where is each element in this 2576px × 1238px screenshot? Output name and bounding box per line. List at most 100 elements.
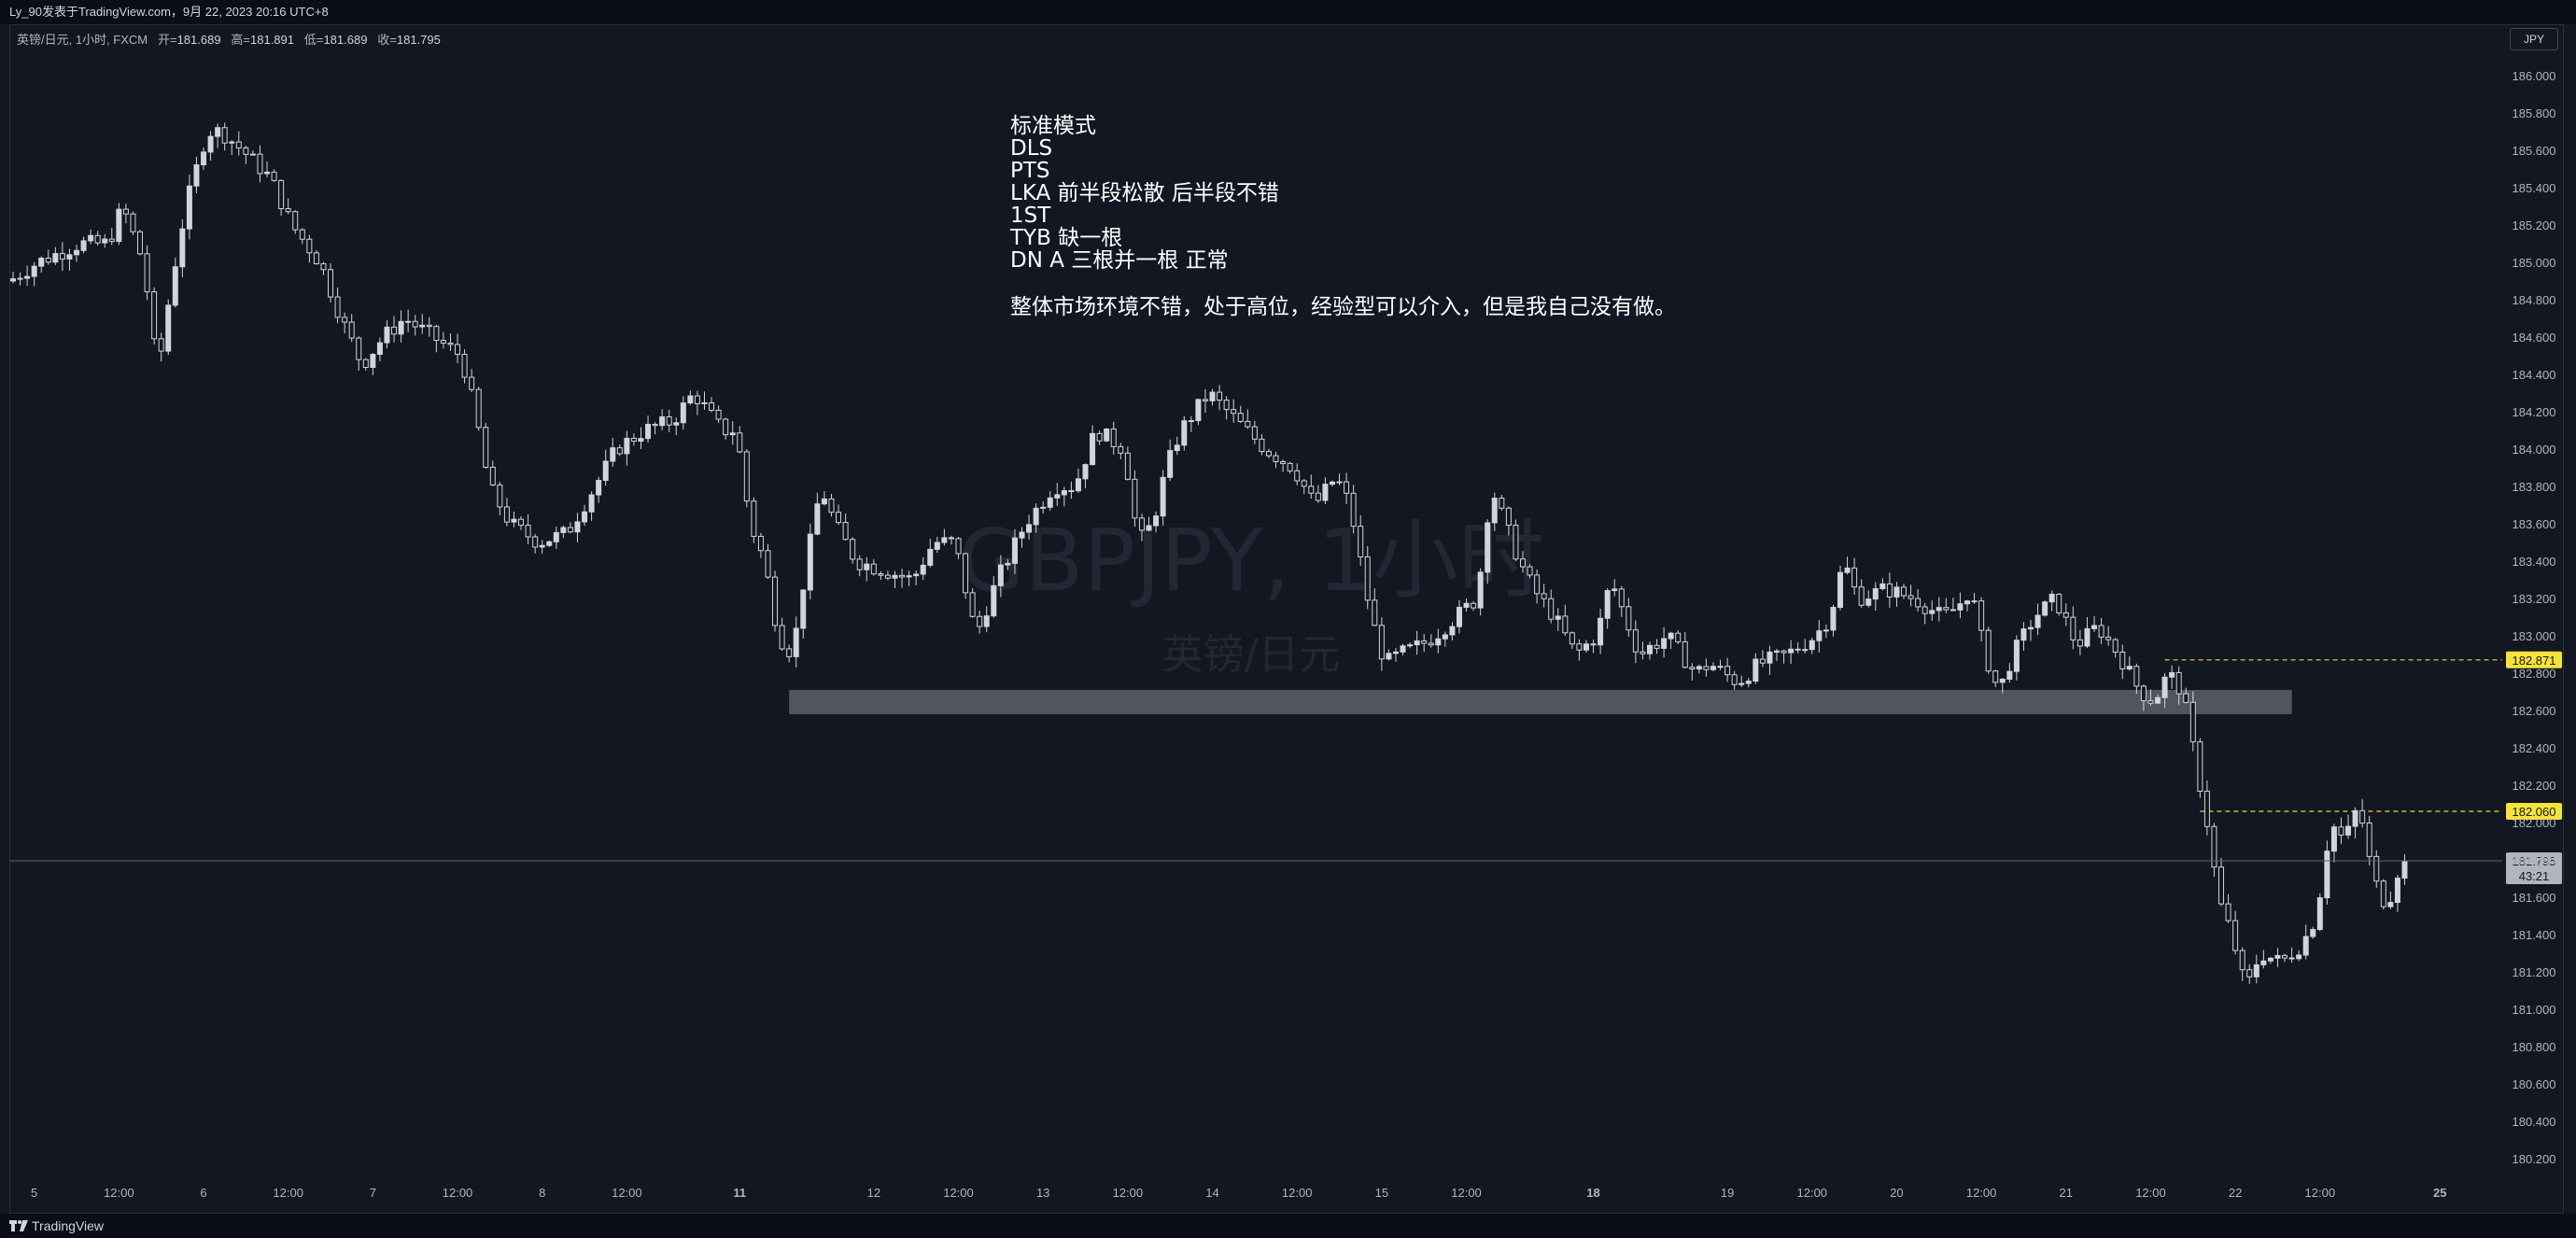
candle-body xyxy=(1696,666,1702,670)
candle xyxy=(2324,840,2330,905)
y-tick-label: 183.400 xyxy=(2513,555,2556,569)
candle-body xyxy=(2105,636,2112,640)
candle xyxy=(878,570,884,581)
candle-body xyxy=(1336,481,1343,484)
candle xyxy=(2147,689,2154,706)
candle xyxy=(2048,590,2055,612)
candle xyxy=(1527,564,1533,579)
candle xyxy=(229,139,235,156)
symbol-legend[interactable]: 英镑/日元, 1小时, FXCM 开=181.689 高=181.891 低=1… xyxy=(17,30,441,48)
text-note[interactable]: 标准模式 DLS PTS LKA 前半段松散 后半段不错 1ST TYB 缺一根… xyxy=(1009,114,1676,319)
y-tick-label: 181.200 xyxy=(2513,965,2556,979)
note-line-7: DN A 三根并一根 正常 xyxy=(1010,248,1229,273)
low-value: 181.689 xyxy=(323,33,368,47)
candle xyxy=(694,390,700,415)
candle-body xyxy=(1110,429,1117,447)
candle-body xyxy=(1287,462,1293,471)
y-tick-label: 181.800 xyxy=(2513,853,2556,867)
candle xyxy=(1809,637,1815,654)
candle xyxy=(362,358,369,371)
currency-button[interactable]: JPY xyxy=(2510,28,2558,50)
candle-body xyxy=(2056,593,2062,613)
candle xyxy=(1703,658,1710,677)
candle xyxy=(2006,663,2013,682)
candle-body xyxy=(1548,598,1555,620)
candle xyxy=(743,449,750,508)
candle xyxy=(821,491,827,506)
candle xyxy=(1322,477,1329,504)
open-label: 开= xyxy=(157,33,177,47)
candle-body xyxy=(624,437,630,455)
y-tick-label: 184.200 xyxy=(2513,405,2556,419)
candle-body xyxy=(497,484,503,508)
footer-brand[interactable]: TradingView xyxy=(32,1218,105,1233)
x-tick-label: 12:00 xyxy=(943,1186,974,1200)
candle-body xyxy=(1844,567,1851,573)
candle xyxy=(807,523,813,600)
tradingview-logo-icon[interactable] xyxy=(9,1220,28,1231)
candle-body xyxy=(1612,588,1618,592)
time-axis[interactable]: 5 12:00 6 12:00 7 12:00 8 12:00 11 12 12:00 13 12:00… xyxy=(31,1186,2446,1200)
chart-frame[interactable] xyxy=(9,24,2564,1214)
candle xyxy=(59,242,65,272)
y-tick-label: 183.200 xyxy=(2513,592,2556,606)
candle-body xyxy=(2218,866,2225,905)
candle xyxy=(560,525,567,539)
x-tick-label: 18 xyxy=(1586,1186,1599,1200)
candle-body xyxy=(1858,586,1865,606)
candle xyxy=(1485,519,1491,584)
candle xyxy=(870,558,877,576)
candle-body xyxy=(2380,880,2386,907)
candle-body xyxy=(1738,682,1745,685)
candle xyxy=(1837,565,1844,611)
candle xyxy=(179,218,186,278)
candle xyxy=(582,504,588,527)
candle xyxy=(461,349,468,384)
candle-body xyxy=(1449,626,1456,636)
candle xyxy=(1661,626,1668,658)
candle xyxy=(709,397,715,413)
candle xyxy=(158,332,164,362)
candle-body xyxy=(2211,825,2217,868)
candle-body xyxy=(1124,452,1131,480)
candle xyxy=(1251,420,1258,444)
candle xyxy=(1231,399,1237,423)
candle-body xyxy=(1724,666,1731,676)
y-tick-label: 180.600 xyxy=(2513,1077,2556,1091)
footer-bar: TradingView xyxy=(0,1214,2576,1238)
candle xyxy=(243,145,249,164)
x-tick-label: 12 xyxy=(867,1186,880,1200)
candle-body xyxy=(1604,590,1611,619)
candle xyxy=(285,198,291,215)
candle-body xyxy=(878,573,884,576)
candle xyxy=(2084,616,2090,649)
candle-body xyxy=(574,521,581,533)
candle-body xyxy=(1364,556,1371,601)
candle-body xyxy=(2401,860,2408,879)
candle-body xyxy=(2345,825,2352,836)
candle xyxy=(2105,626,2112,646)
candle xyxy=(2126,656,2133,671)
candle-body xyxy=(1344,481,1350,494)
candle xyxy=(24,265,31,287)
price-axis[interactable]: 180.200 180.400 180.600 180.800 181.000 181.2… xyxy=(2513,69,2556,1166)
candle xyxy=(2352,807,2358,838)
candle xyxy=(2169,665,2175,689)
candle-body xyxy=(2253,964,2259,978)
note-summary: 整体市场环境不错，处于高位，经验型可以介入，但是我自己没有做。 xyxy=(1010,295,1676,319)
candle-body xyxy=(1717,666,1724,668)
candle xyxy=(2119,644,2126,680)
candle-body xyxy=(59,253,65,260)
candle-body xyxy=(786,648,793,657)
candle-body xyxy=(137,231,144,255)
candle xyxy=(1061,486,1067,507)
candle xyxy=(2028,620,2034,641)
countdown-label: 43:21 xyxy=(2519,869,2550,883)
candle-body xyxy=(1534,574,1541,595)
candle-body xyxy=(1315,492,1321,501)
low-label: 低= xyxy=(303,33,324,47)
candle xyxy=(2253,954,2259,984)
candle xyxy=(779,617,785,652)
candle-body xyxy=(116,208,122,243)
